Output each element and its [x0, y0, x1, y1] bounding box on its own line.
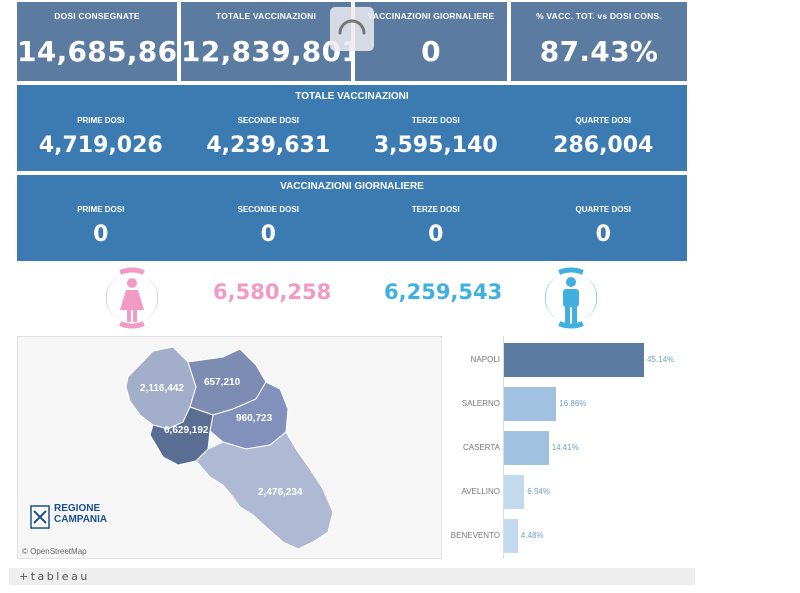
stat-value: 286,004: [553, 133, 654, 158]
bar[interactable]: [504, 343, 644, 377]
logo-line1: REGIONE: [54, 503, 101, 514]
panel-title: VACCINAZIONI GIORNALIERE: [280, 181, 424, 192]
region-salerno: [195, 431, 334, 550]
bar[interactable]: [504, 387, 557, 421]
stat-seconde-dosi: SECONDE DOSI 4,239,631: [185, 116, 353, 158]
stat-label: SECONDE DOSI: [237, 205, 299, 214]
region-label-avellino: 960,723: [236, 413, 273, 424]
bar-row[interactable]: NAPOLI 45.14%: [445, 343, 690, 377]
kpi-value: 14,685,867: [17, 35, 198, 68]
stat-value: 0: [428, 222, 444, 247]
bar-label: NAPOLI: [470, 355, 500, 364]
stat-value: 4,239,631: [206, 133, 331, 158]
stat-prime-dosi: PRIME DOSI 4,719,026: [17, 116, 185, 158]
stat-label: TERZE DOSI: [411, 116, 460, 125]
stat-value: 3,595,140: [373, 133, 498, 158]
stat-prime-dosi: PRIME DOSI 0: [17, 205, 185, 247]
panel-title: TOTALE VACCINAZIONI: [295, 91, 409, 102]
stat-label: QUARTE DOSI: [575, 116, 632, 125]
bar-label: SALERNO: [461, 399, 500, 408]
kpi-label: DOSI CONSEGNATE: [54, 11, 140, 21]
stat-label: PRIME DOSI: [77, 205, 125, 214]
kpi-dosi-consegnate: DOSI CONSEGNATE 14,685,867: [17, 2, 198, 81]
bar-label: CASERTA: [462, 443, 500, 452]
stat-quarte-dosi: QUARTE DOSI 286,004: [520, 116, 688, 158]
region-label-salerno: 2,476,234: [258, 487, 303, 498]
stat-label: QUARTE DOSI: [575, 205, 632, 214]
campania-map[interactable]: 2,116,442 657,210 960,723 6,629,192 2,47…: [17, 336, 442, 559]
female-count: 6,580,258: [213, 280, 332, 304]
region-label-napoli: 6,629,192: [164, 425, 209, 436]
male-count: 6,259,543: [384, 280, 503, 304]
bar-value-label: 4.48%: [520, 531, 544, 540]
bar-value-label: 45.14%: [647, 355, 675, 364]
stat-value: 4,719,026: [38, 133, 163, 158]
regione-campania-logo: REGIONE CAMPANIA: [30, 503, 120, 533]
stat-label: SECONDE DOSI: [237, 116, 299, 125]
region-label-benevento: 657,210: [204, 377, 241, 388]
kpi-totale-vaccinazioni: TOTALE VACCINAZIONI 12,839,801: [181, 2, 362, 81]
stat-value: 0: [260, 222, 276, 247]
bar-row[interactable]: CASERTA 14.41%: [445, 431, 690, 465]
bar[interactable]: [504, 475, 525, 509]
bar-value-label: 14.41%: [551, 443, 579, 452]
stat-label: TERZE DOSI: [411, 205, 460, 214]
kpi-value: 0: [421, 35, 441, 68]
loading-spinner-icon: [330, 7, 374, 51]
kpi-label: TOTALE VACCINAZIONI: [215, 11, 317, 21]
totale-vaccinazioni-panel: TOTALE VACCINAZIONI PRIME DOSI 4,719,026…: [17, 85, 687, 171]
bar-value-label: 6.54%: [527, 487, 550, 496]
bar-row[interactable]: AVELLINO 6.54%: [445, 475, 690, 509]
kpi-label: VACCINAZIONI GIORNALIERE: [367, 11, 495, 21]
bar[interactable]: [504, 431, 549, 465]
kpi-label: % VACC. TOT. vs DOSI CONS.: [536, 11, 662, 21]
region-label-caserta: 2,116,442: [140, 383, 184, 394]
stat-value: 0: [595, 222, 611, 247]
bar[interactable]: [504, 519, 518, 553]
bar-label: AVELLINO: [461, 487, 500, 496]
tableau-logo[interactable]: +tableau: [19, 570, 90, 583]
bar-label: BENEVENTO: [450, 531, 500, 540]
chart-axis: [503, 336, 504, 559]
logo-line2: CAMPANIA: [54, 514, 108, 525]
vaccinazioni-giornaliere-panel: VACCINAZIONI GIORNALIERE PRIME DOSI 0 SE…: [17, 175, 687, 261]
bar-value-label: 16.86%: [559, 399, 587, 408]
region-avellino: [209, 381, 289, 450]
stat-label: PRIME DOSI: [77, 116, 125, 125]
kpi-vaccinazioni-giornaliere: VACCINAZIONI GIORNALIERE 0: [355, 2, 507, 81]
stat-value: 0: [93, 222, 109, 247]
kpi-value: 87.43%: [539, 35, 659, 68]
stat-terze-dosi: TERZE DOSI 3,595,140: [352, 116, 520, 158]
province-bar-chart: NAPOLI 45.14% SALERNO 16.86% CASERTA 14.41% AV…: [445, 336, 690, 559]
stat-seconde-dosi: SECONDE DOSI 0: [185, 205, 353, 247]
female-icon: [98, 266, 166, 335]
male-icon: [537, 266, 605, 335]
bar-row[interactable]: SALERNO 16.86%: [445, 387, 690, 421]
map-attribution: © OpenStreetMap: [22, 547, 87, 556]
bar-row[interactable]: BENEVENTO 4.48%: [445, 519, 690, 553]
tableau-footer: +tableau: [9, 568, 695, 585]
kpi-percentuale: % VACC. TOT. vs DOSI CONS. 87.43%: [511, 2, 687, 81]
stat-terze-dosi: TERZE DOSI 0: [352, 205, 520, 247]
kpi-value: 12,839,801: [181, 35, 362, 68]
stat-quarte-dosi: QUARTE DOSI 0: [520, 205, 688, 247]
